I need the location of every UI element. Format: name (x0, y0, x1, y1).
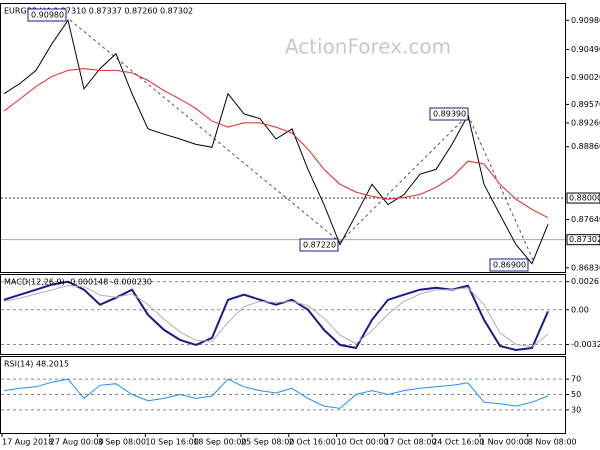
annotation: 0.89390 (433, 110, 466, 119)
x-tick-label: 3 Sep 08:00 (98, 438, 146, 447)
y-tick-label: 30 (571, 405, 581, 414)
trend-line (467, 114, 535, 263)
series-line (3, 285, 549, 348)
level-box (566, 192, 600, 204)
annotation-box (489, 258, 529, 272)
y-tick-label: -0.003293 (571, 340, 600, 349)
x-tick-label: 17 Oct 08:00 (384, 438, 436, 447)
annotation: 0.86900 (493, 261, 526, 270)
level-label: 0.88000 (569, 194, 600, 203)
x-tick-label: 25 Sep 08:00 (241, 438, 294, 447)
x-tick-label: 24 Oct 16:00 (432, 438, 484, 447)
annotation-box (429, 107, 469, 121)
series-line (3, 68, 549, 219)
x-tick-label: 27 Aug 00:00 (50, 438, 104, 447)
x-tick-label: 1 Nov 00:00 (480, 438, 529, 447)
annotation: 0.90980 (31, 11, 64, 20)
annotation-box (27, 8, 67, 22)
panel-frame (0, 356, 566, 434)
y-tick-label: 0.00 (571, 305, 589, 314)
y-tick-label: 0.90980 (571, 16, 600, 25)
panel-title: RSI(14) 48.2015 (4, 360, 69, 369)
annotation-box (299, 238, 339, 252)
series-line (3, 378, 549, 409)
level-box (566, 234, 600, 246)
x-tick-label: 18 Sep 00:00 (193, 438, 246, 447)
level-label: 0.87302 (569, 235, 600, 244)
panel-title: EURGBP,H4 0.87310 0.87337 0.87260 0.8730… (4, 7, 193, 16)
y-tick-label: 70 (571, 375, 581, 384)
series-line (3, 280, 549, 352)
series-line (3, 19, 549, 265)
trend-line (69, 19, 341, 243)
watermark: ActionForex.com (285, 35, 451, 59)
y-tick-label: 0.002673 (571, 277, 600, 286)
y-tick-label: 50 (571, 390, 581, 399)
panel-frame (0, 274, 566, 355)
trend-line (339, 114, 469, 243)
panel-frame (0, 3, 566, 273)
x-tick-label: 8 Nov 08:00 (528, 438, 577, 447)
x-tick-label: 2 Oct 16:00 (289, 438, 336, 447)
x-tick-label: 10 Oct 00:00 (337, 438, 389, 447)
x-tick-label: 10 Sep 16:00 (145, 438, 198, 447)
annotation: 0.87220 (303, 241, 336, 250)
x-tick-label: 17 Aug 2018 (2, 438, 53, 447)
panel-title: MACD(12,26,9) -0.000148 -0.000230 (4, 278, 152, 287)
